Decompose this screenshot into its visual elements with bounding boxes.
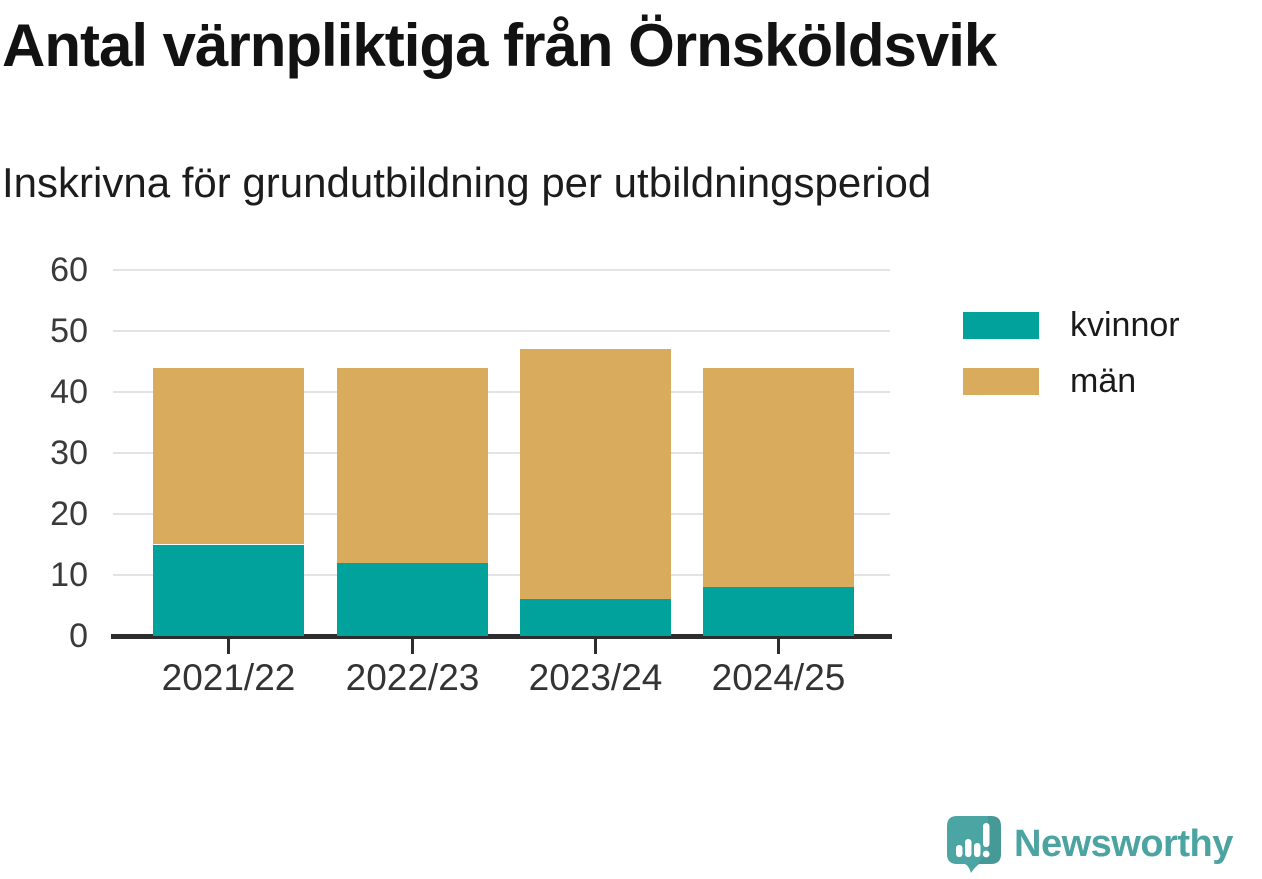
logo-bar-1: [956, 845, 963, 857]
y-tick-label-50: 50: [50, 312, 88, 350]
legend-label-man: män: [1070, 362, 1137, 400]
logo-bar-2: [965, 839, 972, 857]
gridline-y-20: [113, 513, 890, 515]
gridline-y-10: [113, 574, 890, 576]
chart-subtitle: Inskrivna för grundutbildning per utbild…: [2, 159, 932, 206]
y-tick-label-0: 0: [69, 617, 88, 655]
bar-segment-kvinnor-2022/23: [337, 562, 488, 636]
gridline-y-30: [113, 452, 890, 454]
newsworthy-logo-text: Newsworthy: [1014, 822, 1233, 865]
logo-exclamation-bar: [983, 823, 990, 847]
logo-bar-3: [974, 843, 981, 857]
bar-segment-kvinnor-2021/22: [153, 544, 304, 636]
gridline-y-50: [113, 330, 890, 332]
y-tick-label-30: 30: [50, 434, 88, 472]
gridline-y-40: [113, 391, 890, 393]
y-tick-label-10: 10: [50, 556, 88, 594]
chart-title: Antal värnpliktiga från Örnsköldsvik: [2, 12, 997, 79]
logo-exclamation-dot: [982, 850, 990, 858]
bar-segment-män-2021/22: [153, 367, 304, 545]
x-tick-label-2024/25: 2024/25: [711, 657, 846, 698]
x-tick-2024/25: [777, 639, 780, 654]
x-tick-2021/22: [227, 639, 230, 654]
x-tick-label-2021/22: 2021/22: [161, 657, 296, 698]
y-tick-label-20: 20: [50, 495, 88, 533]
y-tick-label-60: 60: [50, 251, 88, 289]
x-axis-line: [111, 634, 892, 639]
legend-item-kvinnor: kvinnor: [963, 306, 1180, 344]
bar-segment-män-2024/25: [703, 367, 854, 588]
legend-item-man: män: [963, 362, 1137, 400]
legend-label-kvinnor: kvinnor: [1070, 306, 1180, 344]
gridline-y-60: [113, 269, 890, 271]
bar-segment-kvinnor-2024/25: [703, 587, 854, 636]
x-tick-label-2023/24: 2023/24: [528, 657, 663, 698]
legend-swatch-kvinnor: [963, 311, 1039, 339]
newsworthy-branding: Newsworthy: [944, 814, 1233, 874]
x-tick-label-2022/23: 2022/23: [345, 657, 480, 698]
bar-segment-män-2023/24: [520, 349, 671, 600]
x-tick-2023/24: [594, 639, 597, 654]
y-tick-label-40: 40: [50, 373, 88, 411]
newsworthy-logo-icon: [947, 816, 1001, 873]
bar-segment-män-2022/23: [337, 367, 488, 563]
legend-swatch-man: [963, 367, 1039, 395]
bar-segment-kvinnor-2023/24: [520, 599, 671, 636]
x-tick-2022/23: [411, 639, 414, 654]
